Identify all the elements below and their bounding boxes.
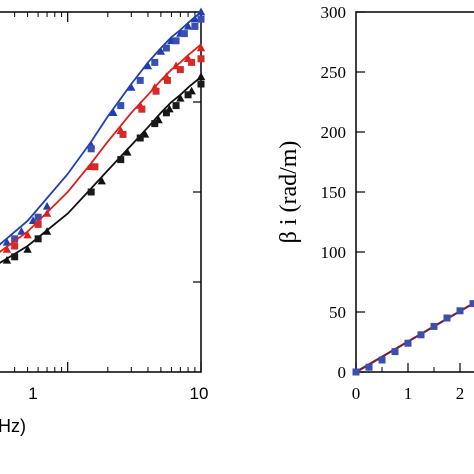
left-series xyxy=(0,7,206,264)
right-series xyxy=(352,300,474,376)
right-series-1-point xyxy=(352,368,360,376)
left-series-5-point xyxy=(162,109,170,117)
left-series-2-point xyxy=(42,209,52,217)
left-series-3-point xyxy=(119,130,127,138)
right-series-0-fit-line xyxy=(355,301,474,373)
left-series-2-point xyxy=(2,245,12,253)
right-xtick-label: 2 xyxy=(456,384,465,403)
right-series-1 xyxy=(352,300,474,376)
left-series-5-point xyxy=(136,134,144,142)
left-series-1-point xyxy=(180,30,188,38)
left-series-1-point xyxy=(191,22,199,30)
right-series-1-point xyxy=(469,300,474,308)
right-ytick-label: 250 xyxy=(321,63,347,82)
right-ytick-label: 100 xyxy=(321,243,347,262)
left-series-0-point xyxy=(109,108,118,116)
left-series-5-point xyxy=(117,156,125,164)
left-series-0-point xyxy=(196,7,206,16)
left-series-5-point xyxy=(11,253,19,261)
right-series-1-point xyxy=(391,348,399,356)
right-ytick-labels: 0 50 100 150 200 250 300 xyxy=(321,3,347,382)
left-series-1-point xyxy=(162,44,170,52)
left-series-3-point xyxy=(163,76,171,84)
left-series-5-point xyxy=(151,120,159,128)
left-series-0-point xyxy=(127,83,136,91)
right-series-1-point xyxy=(365,363,373,371)
left-series-5-point xyxy=(87,188,95,196)
right-series-1-point xyxy=(378,356,386,364)
left-series-2-point xyxy=(196,43,206,52)
left-series-0-point xyxy=(2,237,12,246)
left-series-5-point xyxy=(197,80,205,88)
right-ytick-label: 200 xyxy=(321,123,347,142)
left-series-1-point xyxy=(172,37,180,45)
right-series-1-point xyxy=(456,307,464,315)
right-xtick-label: 0 xyxy=(352,384,361,403)
left-ticks xyxy=(14,12,202,372)
left-series-1-point xyxy=(87,145,95,153)
left-series-1-point xyxy=(136,76,144,84)
right-ytick-label: 0 xyxy=(338,363,347,382)
right-ticks xyxy=(355,11,461,373)
left-series-1-point xyxy=(151,58,159,66)
left-series-3-point xyxy=(11,242,19,250)
left-series-1-point xyxy=(11,235,19,243)
left-series-4-point xyxy=(42,227,52,235)
left-series-4-point xyxy=(123,147,132,156)
left-series-0-point xyxy=(183,21,193,30)
right-series-0 xyxy=(355,301,474,373)
left-series-0-point xyxy=(190,14,200,23)
right-panel: 0 50 100 150 200 250 300 0 1 2 β i (rad/m) xyxy=(276,3,474,403)
left-series-0-point xyxy=(42,201,52,210)
left-series-3-point xyxy=(197,55,205,63)
left-series-3 xyxy=(11,55,205,250)
left-series-0-point xyxy=(17,227,26,235)
left-series-5-point xyxy=(184,91,192,99)
right-series-1-point xyxy=(443,314,451,322)
right-series-1-point xyxy=(430,322,438,330)
left-series-5-point xyxy=(172,102,180,110)
left-series-0-fit-line xyxy=(0,11,202,246)
left-series-5 xyxy=(11,80,205,261)
left-xtick-label-1: 1 xyxy=(28,384,37,403)
left-series-5-point xyxy=(34,235,42,243)
left-series-4-point xyxy=(2,255,12,264)
left-series-4-point xyxy=(97,176,106,185)
left-series-1-point xyxy=(117,102,125,110)
right-xtick-labels: 0 1 2 xyxy=(352,384,465,403)
right-ytick-label: 50 xyxy=(329,303,346,322)
left-series-1 xyxy=(11,15,205,243)
left-series-4-point xyxy=(176,93,185,102)
left-series-4-point xyxy=(23,245,32,253)
right-ytick-label: 150 xyxy=(321,183,347,202)
left-series-4-point xyxy=(196,72,206,80)
left-plot-frame xyxy=(0,11,202,373)
right-series-1-point xyxy=(404,339,412,347)
right-plot-frame xyxy=(355,11,474,373)
left-series-0-point xyxy=(156,47,166,55)
left-series-3-point xyxy=(188,58,196,66)
left-series-1-point xyxy=(197,15,205,23)
left-series-3-point xyxy=(138,105,146,113)
left-series-1-point xyxy=(34,213,42,221)
left-series-3-point xyxy=(91,163,99,171)
right-series-1-point xyxy=(417,331,425,339)
left-series-3-point xyxy=(152,87,160,95)
left-series-3-point xyxy=(34,220,42,228)
left-x-axis-label: Hz) xyxy=(0,416,26,436)
right-ytick-label: 300 xyxy=(321,3,347,22)
left-series-2-point xyxy=(23,230,32,239)
right-y-axis-label: β i (rad/m) xyxy=(276,141,302,244)
left-xtick-label-10: 10 xyxy=(190,384,209,403)
left-series-3-point xyxy=(176,66,184,74)
left-series-0-point xyxy=(143,61,153,70)
left-series-4 xyxy=(0,72,206,264)
right-xtick-label: 1 xyxy=(404,384,413,403)
left-panel: 1 10 Hz) xyxy=(0,7,209,436)
